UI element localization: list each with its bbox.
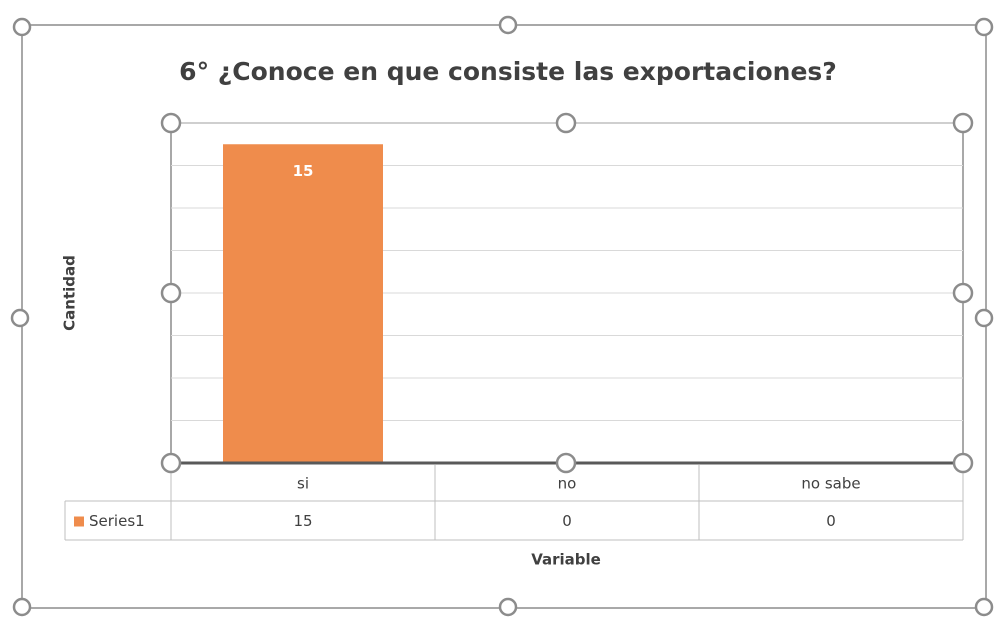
handle[interactable] — [555, 452, 577, 474]
handle[interactable] — [974, 308, 994, 328]
table-value: 0 — [562, 512, 572, 530]
x-tick-label: no sabe — [801, 475, 860, 493]
handle[interactable] — [952, 452, 974, 474]
handle[interactable] — [498, 597, 518, 617]
x-axis-label: Variable — [531, 551, 601, 569]
handle[interactable] — [498, 15, 518, 35]
bar — [223, 144, 383, 463]
handle[interactable] — [555, 112, 577, 134]
x-tick-label: no — [558, 475, 577, 493]
table-value: 0 — [826, 512, 836, 530]
legend-label: Series1 — [89, 512, 145, 530]
handle[interactable] — [160, 112, 182, 134]
x-tick-label: si — [297, 475, 309, 493]
chart-frame — [21, 24, 987, 609]
handle[interactable] — [160, 282, 182, 304]
plot: 15 si no no sabe Series1 15 0 0 — [64, 122, 964, 541]
table-value: 15 — [293, 512, 312, 530]
handle[interactable] — [974, 597, 994, 617]
chart-title: 6° ¿Conoce en que consiste las exportaci… — [179, 57, 837, 86]
handle[interactable] — [12, 597, 32, 617]
handle[interactable] — [952, 282, 974, 304]
handle[interactable] — [952, 112, 974, 134]
handle[interactable] — [12, 17, 32, 37]
selection-handles — [10, 15, 994, 617]
handle[interactable] — [974, 17, 994, 37]
handle[interactable] — [10, 308, 30, 328]
handle[interactable] — [160, 452, 182, 474]
y-axis-label: Cantidad — [61, 255, 79, 331]
data-label: 15 — [293, 162, 314, 180]
legend-key — [74, 516, 84, 527]
